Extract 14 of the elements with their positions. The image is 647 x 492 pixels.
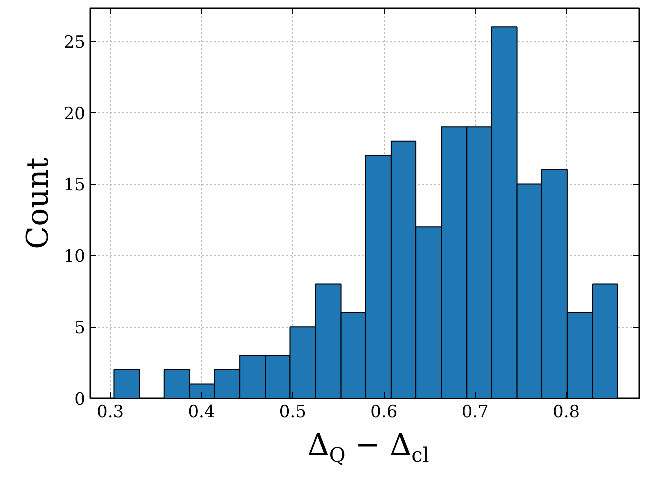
x-tick-label: 0.5 — [279, 402, 306, 422]
y-axis-title: Count — [20, 158, 56, 250]
x-tick-label: 0.8 — [553, 402, 580, 422]
x-tick-label: 0.6 — [370, 402, 398, 422]
y-tick-label: 5 — [74, 318, 86, 339]
y-tick-label: 15 — [64, 176, 86, 196]
x-tick-label: 0.3 — [97, 402, 124, 422]
x-axis-title: Δ$_{Q}$ − Δ$_{cl}$ — [306, 427, 430, 469]
x-tick-label: 0.7 — [462, 402, 489, 422]
x-tick-label: 0.4 — [188, 402, 216, 422]
y-tick-label: 20 — [64, 104, 86, 124]
y-tick-label: 10 — [64, 247, 86, 268]
y-tick-label: 25 — [64, 32, 86, 53]
y-tick-label: 0 — [74, 390, 86, 410]
